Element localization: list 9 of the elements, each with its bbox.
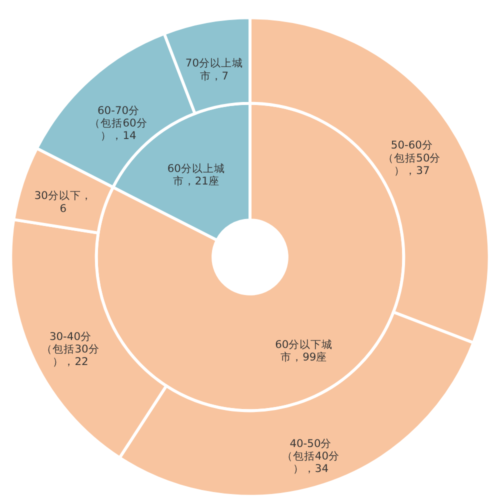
- text: 6: [60, 202, 67, 215]
- category-label: 60-70分（包括60分），14: [90, 104, 148, 142]
- slice-label: 60分以下城市，99座: [275, 338, 333, 364]
- category-label: 50-60分（包括50分），37: [383, 138, 441, 177]
- category-label: 30-40分（包括30分），22: [42, 330, 100, 368]
- category-label: 30分以下，: [34, 189, 92, 202]
- slice-label: 60分以上城市，21座: [167, 162, 225, 188]
- category-label: 70分以上城市，7: [185, 56, 243, 82]
- category-label: 40-50分（包括40分），34: [282, 436, 340, 476]
